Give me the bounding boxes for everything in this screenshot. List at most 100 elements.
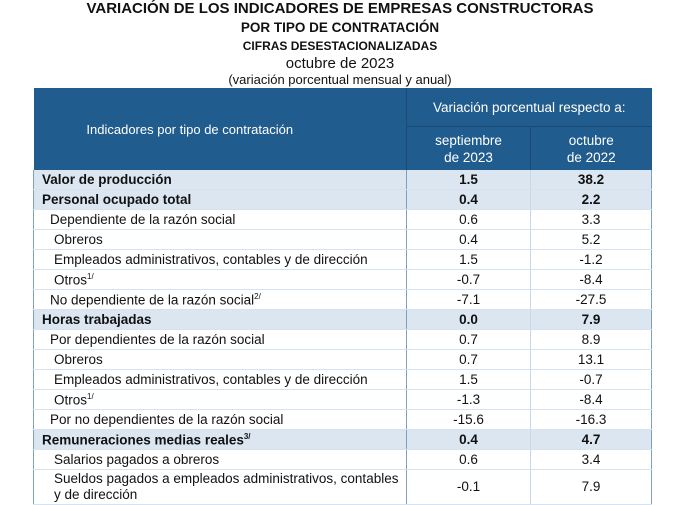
indicators-table: Indicadores por tipo de contratación Var…	[33, 88, 652, 505]
table-row: Valor de producción 1.5 38.2	[33, 170, 652, 190]
header-annual-line1: octubre	[568, 132, 614, 148]
monthly-value: 0.0	[406, 309, 531, 330]
monthly-value: 1.5	[406, 249, 531, 270]
row-label-text: Sueldos pagados a empleados administrati…	[54, 471, 399, 502]
row-label-text: Valor de producción	[42, 172, 172, 187]
row-label: Sueldos pagados a empleados administrati…	[33, 469, 407, 505]
row-label: Otros1/	[33, 389, 407, 410]
monthly-value: -15.6	[406, 409, 531, 430]
report-title-block: VARIACIÓN DE LOS INDICADORES DE EMPRESAS…	[0, 0, 680, 87]
table-row: Obreros 0.4 5.2	[33, 229, 652, 250]
row-label: Obreros	[33, 349, 407, 370]
row-label-text: Dependiente de la razón social	[50, 212, 236, 227]
title-line-1: VARIACIÓN DE LOS INDICADORES DE EMPRESAS…	[86, 0, 594, 17]
monthly-value: 1.5	[406, 170, 531, 190]
row-label-text: Otros	[54, 272, 88, 288]
table-row: Empleados administrativos, contables y d…	[33, 249, 652, 270]
table-row: Remuneraciones medias reales3/0.4 4.7	[33, 429, 652, 450]
monthly-value: -0.7	[406, 269, 531, 290]
annual-value: 2.2	[530, 189, 652, 210]
table-row: Horas trabajadas 0.0 7.9	[33, 309, 652, 330]
annual-value: -0.7	[530, 369, 652, 390]
row-label-text: Personal ocupado total	[42, 192, 192, 207]
header-annual: octubre de 2022	[530, 126, 652, 170]
annual-value: -27.5	[530, 289, 652, 310]
row-label-text: Obreros	[54, 352, 103, 367]
header-annual-line2: de 2022	[566, 149, 616, 165]
row-label-text: Por no dependientes de la razón social	[50, 412, 284, 427]
monthly-value: 0.4	[406, 229, 531, 250]
row-label-text: Empleados administrativos, contables y d…	[54, 252, 368, 267]
row-label: Por no dependientes de la razón social	[33, 409, 407, 430]
table-row: Otros1/-0.7 -8.4	[33, 269, 652, 290]
title-period: octubre de 2023	[285, 55, 395, 72]
header-monthly: septiembre de 2023	[406, 126, 531, 170]
table-row: Dependiente de la razón social 0.6 3.3	[33, 209, 652, 230]
row-label-text: Horas trabajadas	[42, 312, 152, 327]
row-label-text: Salarios pagados a obreros	[54, 452, 220, 467]
footnote-marker: 2/	[254, 291, 261, 301]
title-line-2: POR TIPO DE CONTRATACIÓN	[240, 20, 440, 35]
monthly-value: -0.1	[406, 469, 531, 505]
header-monthly-line2: de 2023	[444, 149, 493, 165]
annual-value: 3.3	[530, 209, 652, 230]
row-label-text: No dependiente de la razón social	[50, 292, 255, 308]
annual-value: 7.9	[530, 469, 652, 505]
table-row: Por no dependientes de la razón social -1…	[33, 409, 652, 430]
table-row: Por dependientes de la razón social 0.7 8.…	[33, 329, 652, 350]
footnote-marker: 1/	[87, 391, 94, 401]
row-label: Dependiente de la razón social	[33, 209, 407, 230]
footnote-marker: 1/	[87, 271, 94, 281]
monthly-value: 0.7	[406, 329, 531, 350]
monthly-value: 0.7	[406, 349, 531, 370]
row-label-text: Empleados administrativos, contables y d…	[54, 372, 368, 387]
row-label: Empleados administrativos, contables y d…	[33, 249, 407, 270]
header-variation-group: Variación porcentual respecto a:	[406, 88, 652, 127]
table-row: Obreros 0.7 13.1	[33, 349, 652, 370]
title-note: (variación porcentual mensual y anual)	[228, 72, 452, 87]
header-indicator: Indicadores por tipo de contratación	[33, 88, 407, 170]
monthly-value: 0.6	[406, 209, 531, 230]
monthly-value: -7.1	[406, 289, 531, 310]
title-line-3: CIFRAS DESESTACIONALIZADAS	[242, 39, 438, 53]
annual-value: 38.2	[530, 170, 652, 190]
table-row: Empleados administrativos, contables y d…	[33, 369, 652, 390]
row-label: Empleados administrativos, contables y d…	[33, 369, 407, 390]
table-row: Sueldos pagados a empleados administrati…	[33, 469, 652, 505]
row-label: No dependiente de la razón social2/	[33, 289, 407, 310]
table-row: Otros1/-1.3 -8.4	[33, 389, 652, 410]
row-label: Horas trabajadas	[33, 309, 407, 330]
footnote-marker: 3/	[243, 431, 251, 441]
header-monthly-line1: septiembre	[435, 132, 502, 148]
monthly-value: 0.4	[406, 189, 531, 210]
row-label-text: Remuneraciones medias reales	[42, 432, 244, 448]
annual-value: 3.4	[530, 449, 652, 470]
table-body: Valor de producción 1.5 38.2 Personal ocupa…	[33, 170, 652, 505]
row-label: Obreros	[33, 229, 407, 250]
annual-value: 7.9	[530, 309, 652, 330]
annual-value: -8.4	[530, 269, 652, 290]
annual-value: 4.7	[530, 429, 652, 450]
table-row: No dependiente de la razón social2/-7.1-…	[33, 289, 652, 310]
monthly-value: -1.3	[406, 389, 531, 410]
annual-value: -1.2	[530, 249, 652, 270]
annual-value: -8.4	[530, 389, 652, 410]
annual-value: 8.9	[530, 329, 652, 350]
row-label: Por dependientes de la razón social	[33, 329, 407, 350]
table-row: Salarios pagados a obreros 0.6 3.4	[33, 449, 652, 470]
annual-value: 13.1	[530, 349, 652, 370]
annual-value: -16.3	[530, 409, 652, 430]
monthly-value: 0.4	[406, 429, 531, 450]
monthly-value: 0.6	[406, 449, 531, 470]
annual-value: 5.2	[530, 229, 652, 250]
row-label: Otros1/	[33, 269, 407, 290]
row-label: Salarios pagados a obreros	[33, 449, 407, 470]
row-label: Personal ocupado total	[33, 189, 407, 210]
row-label-text: Obreros	[54, 232, 103, 247]
monthly-value: 1.5	[406, 369, 531, 390]
row-label: Valor de producción	[33, 170, 407, 190]
table-row: Personal ocupado total 0.4 2.2	[33, 189, 652, 210]
row-label-text: Otros	[54, 392, 88, 408]
row-label-text: Por dependientes de la razón social	[50, 332, 265, 347]
row-label: Remuneraciones medias reales3/	[33, 429, 407, 450]
